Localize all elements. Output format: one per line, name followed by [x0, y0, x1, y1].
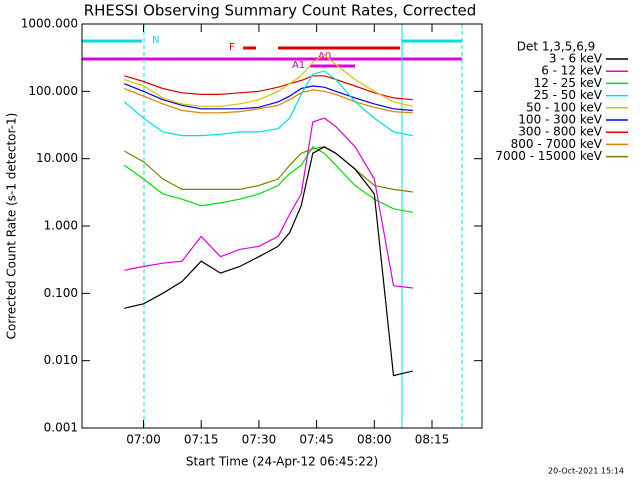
- x-tick-label: 07:45: [299, 433, 334, 447]
- legend-label: 800 - 7000 keV: [511, 137, 603, 151]
- flag-label: N: [152, 35, 159, 46]
- x-tick-label: 07:00: [126, 433, 161, 447]
- x-tick-label: 08:15: [415, 433, 450, 447]
- series-line: [124, 146, 413, 377]
- legend-label: 7000 - 15000 keV: [495, 149, 602, 163]
- legend-label: 300 - 800 keV: [518, 125, 602, 139]
- legend-label: 3 - 6 keV: [549, 52, 603, 66]
- series-line: [124, 83, 413, 112]
- legend-label: 100 - 300 keV: [518, 113, 602, 127]
- y-tick-label: 0.001: [44, 421, 78, 435]
- plot-frame: [81, 23, 483, 429]
- legend-label: 12 - 25 keV: [534, 76, 603, 90]
- chart-title: RHESSI Observing Summary Count Rates, Co…: [84, 2, 477, 20]
- x-tick-label: 07:15: [184, 433, 219, 447]
- y-tick-label: 0.100: [44, 286, 78, 300]
- series-line: [123, 145, 413, 213]
- legend-label: 6 - 12 keV: [541, 64, 603, 78]
- y-tick-label: 10.000: [36, 151, 78, 165]
- legend-title: Det 1,3,5,6,9: [517, 40, 596, 54]
- footer: 20-Oct-2021 15:14: [548, 467, 624, 476]
- series-line: [124, 87, 413, 114]
- series-line: [124, 53, 413, 107]
- y-tick-label: 1000.000: [21, 17, 78, 31]
- x-tick-label: 07:30: [242, 433, 277, 447]
- legend-label: 50 - 100 keV: [526, 100, 603, 114]
- legend-label: 25 - 50 keV: [534, 88, 603, 102]
- x-tick-label: 08:00: [357, 433, 392, 447]
- flag-label: F: [229, 42, 235, 53]
- flag-label: A0: [318, 51, 331, 62]
- series-line: [124, 75, 413, 101]
- y-tick-label: 100.000: [28, 84, 78, 98]
- series-line: [124, 117, 413, 289]
- y-tick-label: 1.000: [44, 219, 78, 233]
- series-line: [124, 146, 413, 193]
- x-axis-label: Start Time (24-Apr-12 06:45:22): [186, 455, 378, 469]
- y-tick-label: 0.010: [44, 353, 78, 367]
- series-line: [123, 70, 413, 137]
- y-axis-label: Corrected Count Rate (s-1 detector-1): [5, 113, 19, 340]
- flag-label: A1: [292, 60, 305, 71]
